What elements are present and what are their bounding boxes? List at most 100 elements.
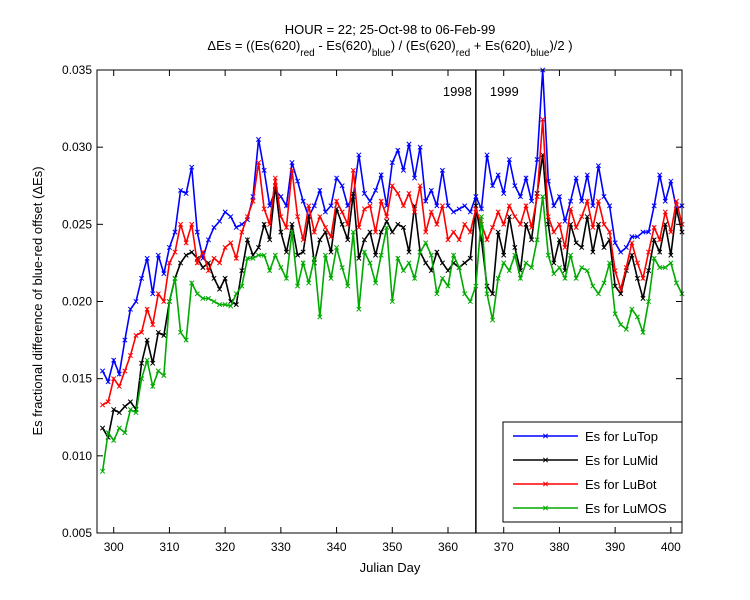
data-marker	[222, 209, 228, 215]
data-marker	[590, 224, 596, 230]
data-marker	[384, 214, 390, 220]
data-marker	[417, 249, 423, 255]
data-marker	[111, 406, 117, 413]
x-tick-label: 350	[382, 540, 402, 554]
data-marker	[662, 198, 668, 204]
x-tick-label: 400	[661, 540, 681, 554]
data-marker	[389, 183, 395, 189]
data-marker	[373, 280, 379, 286]
data-marker	[322, 252, 328, 258]
data-marker	[367, 203, 373, 209]
data-marker	[495, 229, 501, 235]
data-marker	[100, 402, 106, 408]
data-marker	[629, 252, 635, 258]
data-marker	[551, 203, 557, 209]
data-marker	[456, 206, 462, 212]
data-marker	[462, 260, 468, 266]
data-marker	[540, 193, 546, 200]
data-marker	[517, 275, 523, 281]
data-marker	[211, 275, 217, 281]
data-marker	[462, 221, 468, 227]
data-marker	[161, 373, 167, 379]
data-marker	[328, 234, 334, 240]
data-marker	[384, 218, 390, 224]
data-marker	[127, 399, 133, 405]
legend-box	[502, 421, 683, 523]
data-marker	[200, 249, 206, 255]
data-marker	[189, 280, 195, 286]
data-marker	[534, 237, 540, 243]
data-marker	[111, 437, 117, 443]
data-marker	[651, 237, 657, 243]
data-marker	[155, 252, 161, 258]
data-marker	[584, 214, 590, 220]
data-marker	[406, 260, 412, 266]
data-marker	[122, 430, 128, 436]
data-marker	[668, 178, 674, 184]
y-tick-label: 0.035	[62, 63, 92, 77]
data-marker	[579, 198, 585, 204]
data-marker	[228, 303, 234, 309]
data-marker	[122, 403, 128, 410]
data-marker	[194, 229, 200, 235]
data-marker	[456, 264, 462, 271]
data-marker	[512, 244, 518, 251]
data-marker	[428, 187, 434, 193]
data-marker	[139, 275, 145, 281]
data-marker	[378, 172, 384, 178]
data-marker	[400, 224, 406, 230]
data-marker	[267, 221, 273, 227]
data-marker	[445, 203, 451, 209]
data-marker	[278, 193, 284, 200]
data-marker	[278, 264, 284, 271]
data-marker	[100, 468, 106, 474]
data-marker	[384, 224, 390, 230]
data-marker	[556, 264, 562, 271]
data-marker	[295, 214, 301, 220]
data-marker	[183, 337, 189, 343]
data-marker	[178, 187, 184, 193]
data-marker	[256, 136, 262, 143]
data-marker	[166, 244, 172, 251]
data-marker	[367, 229, 373, 235]
chart-title: HOUR = 22; 25-Oct-98 to 06-Feb-99	[285, 22, 496, 37]
data-marker	[222, 302, 228, 308]
data-marker	[116, 383, 122, 389]
data-marker	[523, 260, 529, 266]
data-marker	[512, 183, 518, 189]
data-marker	[601, 193, 607, 200]
legend-label: Es for LuTop	[585, 429, 658, 444]
data-marker	[529, 224, 535, 230]
data-marker	[217, 286, 223, 292]
data-marker	[345, 283, 351, 289]
data-marker	[373, 187, 379, 193]
data-marker	[278, 214, 284, 220]
data-marker	[534, 193, 540, 200]
data-marker	[484, 237, 490, 243]
data-marker	[295, 178, 301, 184]
data-marker	[640, 275, 646, 281]
data-marker	[105, 379, 111, 385]
data-marker	[105, 430, 111, 436]
data-marker	[217, 302, 223, 308]
y-tick-label: 0.005	[62, 526, 92, 540]
data-marker	[306, 203, 312, 209]
data-marker	[211, 298, 217, 305]
data-marker	[451, 229, 457, 235]
data-marker	[178, 260, 184, 266]
data-marker	[334, 244, 340, 251]
data-marker	[339, 264, 345, 271]
data-marker	[139, 329, 145, 335]
data-marker	[345, 237, 351, 243]
data-marker	[657, 237, 663, 243]
data-marker	[395, 190, 401, 197]
data-marker	[495, 172, 501, 178]
data-marker	[640, 329, 646, 335]
data-marker	[612, 268, 618, 274]
data-marker	[239, 283, 245, 289]
data-marker	[155, 368, 161, 374]
data-marker	[144, 255, 150, 261]
data-marker	[495, 209, 501, 215]
data-marker	[317, 237, 323, 243]
data-marker	[278, 229, 284, 235]
